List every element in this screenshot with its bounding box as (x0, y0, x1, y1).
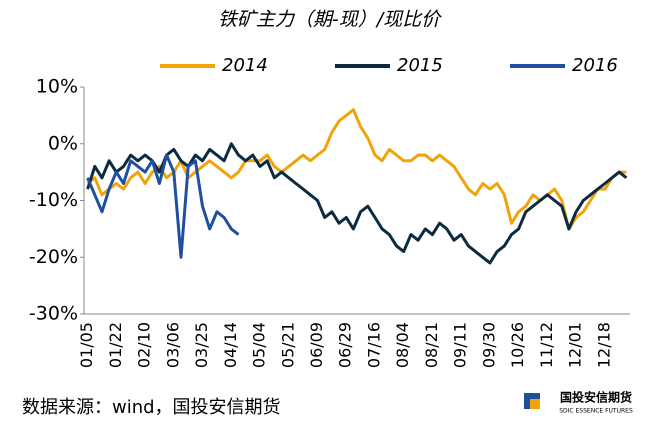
x-tick-label: 02/10 (135, 322, 154, 368)
x-tick-label: 07/16 (364, 322, 383, 368)
legend-label: 2015 (397, 55, 443, 76)
x-tick-label: 06/09 (307, 322, 326, 368)
x-tick-label: 01/22 (106, 322, 125, 368)
x-tick-label: 04/14 (221, 322, 240, 368)
source-note: 数据来源：wind，国投安信期货 (22, 397, 281, 418)
y-tick-label: -30% (29, 303, 78, 325)
x-tick-label: 10/26 (508, 322, 527, 368)
y-tick-label: -20% (29, 246, 78, 268)
logo-subtitle: SDIC ESSENCE FUTURES (559, 408, 633, 415)
x-tick-label: 06/29 (336, 322, 355, 368)
x-tick-label: 12/01 (566, 322, 585, 368)
x-tick-label: 09/30 (479, 322, 498, 368)
legend-label: 2016 (572, 55, 618, 76)
x-tick-label: 08/21 (422, 322, 441, 368)
x-tick-label: 11/12 (537, 322, 556, 368)
x-tick-label: 05/21 (278, 322, 297, 368)
y-tick-label: 0% (48, 132, 78, 154)
y-tick-label: -10% (29, 189, 78, 211)
series-line (86, 108, 627, 231)
x-tick-label: 01/05 (77, 322, 96, 368)
x-tick-label: 03/06 (163, 322, 182, 368)
logo-icon-inner (530, 399, 540, 409)
logo: 国投安信期货 SDIC ESSENCE FUTURES (524, 390, 633, 415)
x-tick-label: 09/11 (451, 322, 470, 368)
series-line (86, 142, 628, 265)
x-tick-label: 03/25 (192, 322, 211, 368)
y-tick-label: 10% (36, 76, 78, 98)
chart-title: 铁矿主力（期-现）/现比价 (218, 9, 442, 31)
logo-name: 国投安信期货 (560, 390, 632, 405)
series-line (86, 153, 240, 259)
x-tick-label: 05/04 (250, 322, 269, 368)
x-tick-label: 08/04 (393, 322, 412, 368)
legend-label: 2014 (222, 55, 268, 76)
x-tick-label: 12/18 (594, 322, 613, 368)
